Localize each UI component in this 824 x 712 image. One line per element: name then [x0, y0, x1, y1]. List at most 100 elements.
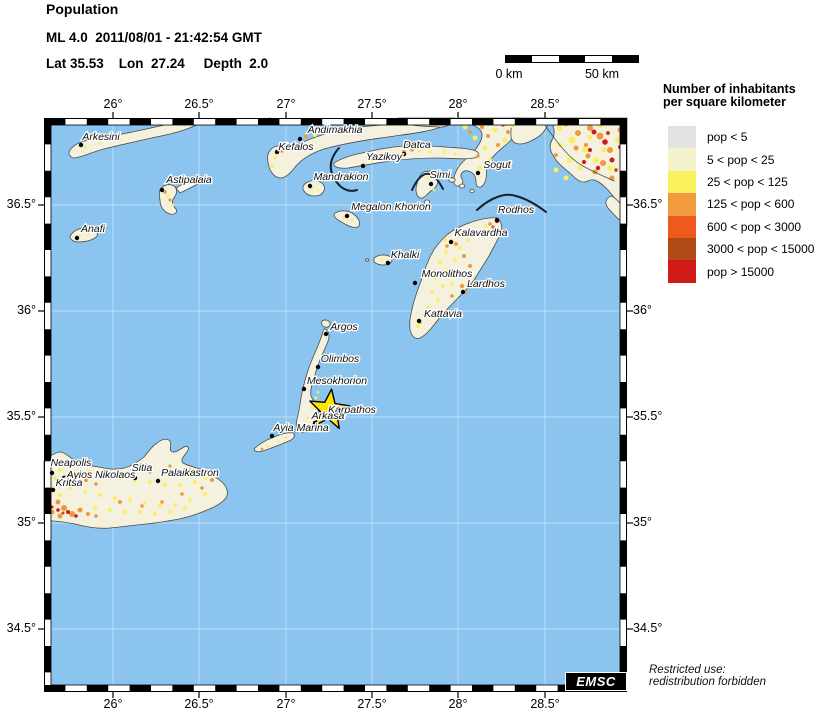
- restricted-line1: Restricted use:: [649, 664, 726, 676]
- lon-label-top: 27.5°: [357, 97, 387, 111]
- town-dot: [323, 331, 329, 337]
- density-speckle: [462, 254, 466, 258]
- density-speckle: [55, 499, 61, 505]
- density-speckle: [118, 138, 122, 142]
- density-speckle: [200, 486, 204, 490]
- place-label: Kattavia: [424, 308, 462, 320]
- place-label: Datca: [403, 139, 431, 151]
- density-speckle: [163, 483, 167, 487]
- lon-label-bottom: 28°: [448, 697, 468, 711]
- density-speckle: [416, 324, 420, 328]
- density-speckle: [615, 137, 621, 143]
- town-dot: [155, 478, 161, 484]
- density-speckle: [426, 306, 430, 310]
- density-speckle: [418, 148, 422, 152]
- place-label: Megalon Khorion: [351, 201, 431, 213]
- density-speckle: [380, 258, 384, 262]
- density-speckle: [153, 512, 157, 516]
- density-speckle: [94, 514, 98, 518]
- density-speckle: [575, 130, 581, 136]
- density-speckle: [158, 503, 162, 507]
- map-scale-bar: [505, 55, 639, 63]
- town-dot: [385, 260, 391, 266]
- density-speckle: [188, 468, 192, 472]
- density-speckle: [454, 242, 458, 246]
- density-speckle: [587, 125, 593, 131]
- density-speckle: [436, 298, 440, 302]
- place-label: Karpathos: [328, 404, 377, 416]
- density-speckle: [163, 190, 167, 194]
- town-dot: [416, 318, 422, 324]
- lon-label-bottom: 26.5°: [184, 697, 214, 711]
- density-speckle: [56, 508, 60, 512]
- legend-swatch: [668, 237, 696, 261]
- density-speckle: [595, 165, 601, 171]
- place-label: Andimakhia: [307, 124, 363, 136]
- islet: [423, 199, 430, 205]
- density-speckle: [577, 165, 583, 171]
- scale-segment: [506, 56, 533, 62]
- density-speckle: [138, 510, 142, 514]
- town-dot: [74, 235, 80, 241]
- place-label: Astipalaia: [165, 174, 212, 186]
- density-speckle: [453, 258, 457, 262]
- lat-label-right: 34.5°: [633, 621, 663, 635]
- density-speckle: [588, 148, 592, 152]
- density-speckle: [148, 470, 152, 474]
- lon-label-top: 26.5°: [184, 97, 214, 111]
- boundary-arc: [476, 193, 547, 213]
- density-speckle: [607, 147, 613, 153]
- density-speckle: [86, 232, 90, 236]
- density-speckle: [58, 493, 62, 497]
- density-speckle: [160, 500, 164, 504]
- density-speckle: [168, 464, 172, 468]
- density-speckle: [370, 158, 374, 162]
- density-speckle: [173, 503, 177, 507]
- legend-label: 25 < pop < 125: [707, 174, 788, 189]
- lon-label-top: 26°: [103, 97, 123, 111]
- event-lat-lon-depth: Lat 35.53 Lon 27.24 Depth 2.0: [46, 56, 269, 71]
- density-speckle: [482, 145, 488, 151]
- legend-item: pop > 15000: [668, 260, 814, 283]
- page-title: Population: [46, 1, 119, 17]
- density-speckle: [443, 238, 447, 242]
- density-speckle: [473, 230, 477, 234]
- lat-label-left: 36.5°: [6, 197, 36, 211]
- density-speckle: [270, 164, 274, 168]
- place-label: Yazikoy: [366, 151, 403, 163]
- density-speckle: [66, 510, 70, 514]
- density-speckle: [468, 264, 472, 268]
- density-speckle: [210, 478, 214, 482]
- density-speckle: [148, 480, 152, 484]
- town-dot: [159, 187, 165, 193]
- density-speckle: [563, 175, 569, 181]
- place-label: Argos: [329, 321, 358, 333]
- legend-swatch: [668, 148, 696, 171]
- place-label: Olimbos: [321, 353, 360, 365]
- density-speckle: [273, 156, 277, 160]
- density-speckle: [77, 507, 83, 513]
- legend-swatch: [668, 170, 696, 194]
- density-speckle: [496, 143, 500, 147]
- density-speckle: [312, 374, 316, 378]
- lat-label-right: 35°: [633, 515, 652, 529]
- lat-label-left: 34.5°: [6, 621, 36, 635]
- density-speckle: [123, 510, 127, 514]
- place-label: Monolithos: [422, 268, 474, 280]
- place-label: Anafi: [80, 223, 106, 235]
- town-dot: [475, 170, 481, 176]
- density-speckle: [171, 203, 175, 207]
- density-speckle: [476, 154, 480, 158]
- population-density-speckles: [45, 119, 628, 519]
- island-saria: [321, 319, 331, 328]
- place-label: Sogut: [483, 159, 512, 171]
- lat-label-right: 36°: [633, 303, 652, 317]
- density-speckle: [472, 135, 478, 141]
- place-dots: [49, 136, 500, 493]
- place-label: Arkesini: [81, 131, 120, 143]
- density-speckle: [443, 150, 447, 154]
- islet: [469, 188, 475, 193]
- density-speckle: [113, 496, 117, 500]
- town-dot: [460, 289, 466, 295]
